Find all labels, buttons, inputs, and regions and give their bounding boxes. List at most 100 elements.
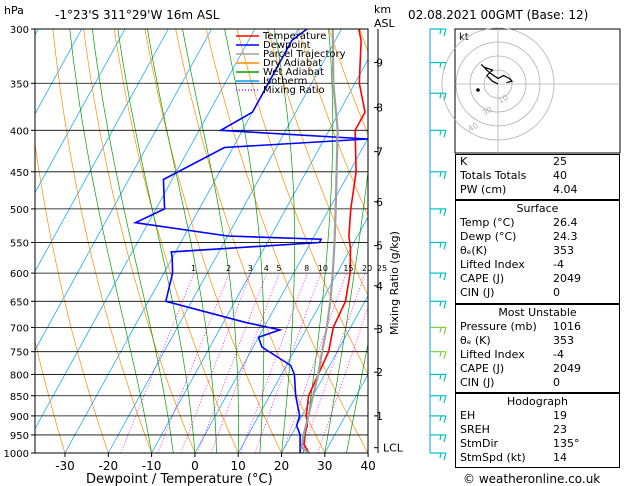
hodograph-ring-label: 30 [481, 105, 494, 118]
stat-value: 353 [553, 334, 574, 347]
wind-barb [430, 434, 447, 443]
wind-barbs [429, 28, 447, 461]
y-tick-label: 500 [10, 205, 29, 216]
wind-barb [430, 395, 447, 403]
legend-label: Parcel Trajectory [263, 49, 346, 60]
mixing-ratio-line [180, 272, 252, 453]
km-tick-label: 8 [376, 102, 383, 115]
x-tick-label: -30 [55, 459, 75, 473]
dry-adiabat-line [52, 29, 152, 453]
barb-flag [443, 351, 447, 359]
mixing-ratio-label: 25 [377, 264, 387, 273]
x-tick-label: -20 [98, 459, 118, 473]
x-tick-label: 0 [191, 459, 199, 473]
stat-row: CAPE (J) 2049 [456, 272, 619, 286]
barb-flag [443, 415, 447, 424]
wind-barb [430, 415, 447, 424]
indices-panel: K 25 Totals Totals 40 PW (cm) 4.04 [455, 154, 620, 200]
isotherm-line [35, 29, 126, 194]
mixing-ratio-axis-title: Mixing Ratio (g/kg) [388, 231, 401, 335]
barb-flag [439, 374, 442, 380]
barb-flag [439, 130, 442, 136]
legend-label: Isotherm [263, 76, 307, 87]
barb-flag [443, 301, 447, 309]
isotherm-line [281, 295, 368, 453]
stat-value: 25 [553, 155, 567, 168]
stat-label: Lifted Index [460, 258, 525, 271]
y-tick-label: 600 [10, 269, 29, 280]
isotherm-line [151, 58, 368, 453]
mixing-ratio-line [157, 272, 230, 453]
hodograph-panel: Hodograph EH 19 SREH 23 StmDir 135° StmSpd (kt… [455, 393, 620, 468]
legend-label: Temperature [262, 31, 326, 42]
hpa-unit-label: hPa [4, 4, 24, 17]
barb-flag [439, 434, 442, 441]
mixing-ratio-line [210, 272, 280, 453]
surface-panel: Surface Temp (°C) 26.4 Dewp (°C) 24.3 θₑ(K) 3… [455, 200, 620, 304]
y-tick-label: 650 [10, 297, 29, 308]
stat-row: StmDir 135° [456, 437, 619, 451]
stat-value: -4 [553, 348, 564, 361]
wind-barb [430, 92, 447, 101]
stat-label: CIN (J) [460, 376, 495, 389]
stat-value: 135° [553, 437, 580, 450]
stat-label: Pressure (mb) [460, 320, 537, 333]
km-tick-label: 1 [376, 410, 383, 423]
barb-flag [439, 415, 442, 422]
stat-row: CAPE (J) 2049 [456, 362, 619, 376]
wind-barb [430, 300, 447, 309]
mixing-ratio-label: 2 [226, 264, 231, 273]
stat-label: CIN (J) [460, 286, 495, 299]
barb-flag [439, 93, 442, 99]
barb-flag [439, 208, 442, 215]
lcl-label: LCL [383, 442, 404, 455]
mixing-ratio-label: 5 [276, 264, 281, 273]
surface-title: Surface [516, 202, 559, 215]
stat-label: Lifted Index [460, 348, 525, 361]
barb-flag [439, 395, 442, 401]
stat-row: Lifted Index -4 [456, 348, 619, 362]
barb-flag [439, 327, 442, 333]
y-tick-label: 450 [10, 168, 29, 179]
wet-adiabat-line [69, 29, 152, 453]
km-tick-label: 7 [376, 146, 383, 159]
stat-label: θₑ (K) [460, 334, 491, 347]
wind-barb [430, 28, 447, 37]
most-unstable-panel: Most Unstable Pressure (mb) 1016 θₑ (K) 353… [455, 304, 620, 393]
isotherm-line [237, 216, 368, 453]
mixing-ratio-label: 15 [343, 264, 353, 273]
stat-row: Lifted Index -4 [456, 258, 619, 272]
stat-value: 2049 [553, 362, 581, 375]
stat-row: Dewp (°C) 24.3 [456, 230, 619, 244]
y-tick-label: 400 [10, 126, 29, 137]
legend-label: Dewpoint [263, 40, 311, 51]
stat-value: 1016 [553, 320, 581, 333]
stat-value: 0 [553, 376, 560, 389]
barb-flag [443, 28, 447, 37]
mixing-ratio-label: 20 [362, 264, 372, 273]
legend-label: Mixing Ratio [263, 85, 325, 96]
km-tick-label: 9 [376, 57, 383, 70]
stat-row: SREH 23 [456, 423, 619, 437]
stat-value: 0 [553, 286, 560, 299]
series-dewpoint [132, 29, 368, 453]
storm-motion-marker [476, 88, 480, 92]
km-tick-label: 4 [376, 280, 383, 293]
barb-flag [443, 374, 447, 382]
barb-flag [439, 62, 442, 68]
mixing-ratio-line [254, 272, 322, 453]
stat-label: θₑ(K) [460, 244, 488, 257]
dry-adiabat-line [35, 339, 66, 453]
stat-label: K [460, 155, 468, 168]
y-tick-label: 350 [10, 79, 29, 90]
stat-label: EH [460, 409, 476, 422]
stat-label: StmSpd (kt) [460, 451, 526, 464]
stat-value: 23 [553, 423, 567, 436]
stat-row: Temp (°C) 26.4 [456, 216, 619, 230]
x-tick-label: 30 [317, 459, 332, 473]
barb-flag [439, 452, 442, 459]
stat-label: Temp (°C) [460, 216, 515, 229]
mixing-ratio-line [317, 306, 368, 453]
mixing-ratio-label: 10 [318, 264, 328, 273]
